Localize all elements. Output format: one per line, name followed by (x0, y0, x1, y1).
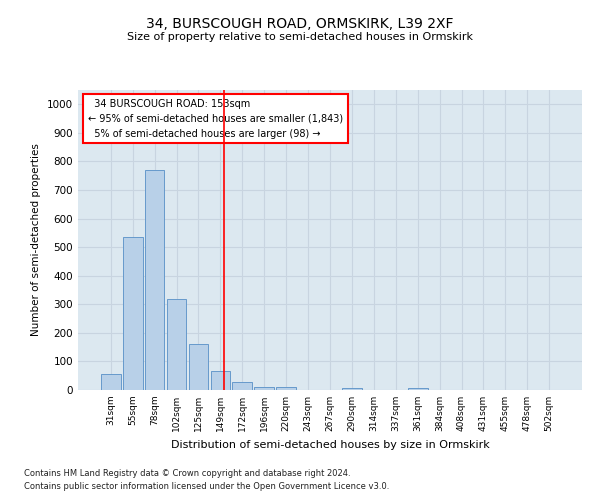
Text: Contains HM Land Registry data © Crown copyright and database right 2024.: Contains HM Land Registry data © Crown c… (24, 468, 350, 477)
Bar (145, 170, 164, 390)
Text: Size of property relative to semi-detached houses in Ormskirk: Size of property relative to semi-detach… (127, 32, 473, 42)
Bar (254, 386, 274, 390)
Text: Contains public sector information licensed under the Open Government Licence v3: Contains public sector information licen… (24, 482, 389, 491)
Y-axis label: Number of semi-detached properties: Number of semi-detached properties (31, 144, 41, 336)
Text: 34 BURSCOUGH ROAD: 153sqm
← 95% of semi-detached houses are smaller (1,843)
  5%: 34 BURSCOUGH ROAD: 153sqm ← 95% of semi-… (88, 99, 343, 138)
Bar (342, 388, 362, 390)
Bar (276, 386, 296, 390)
Bar (211, 370, 230, 390)
Bar (101, 374, 121, 390)
Bar (408, 388, 428, 390)
Bar (232, 382, 252, 390)
X-axis label: Distribution of semi-detached houses by size in Ormskirk: Distribution of semi-detached houses by … (170, 440, 490, 450)
Bar (167, 298, 187, 390)
Bar (123, 237, 143, 390)
Bar (188, 344, 208, 390)
Text: 34, BURSCOUGH ROAD, ORMSKIRK, L39 2XF: 34, BURSCOUGH ROAD, ORMSKIRK, L39 2XF (146, 18, 454, 32)
